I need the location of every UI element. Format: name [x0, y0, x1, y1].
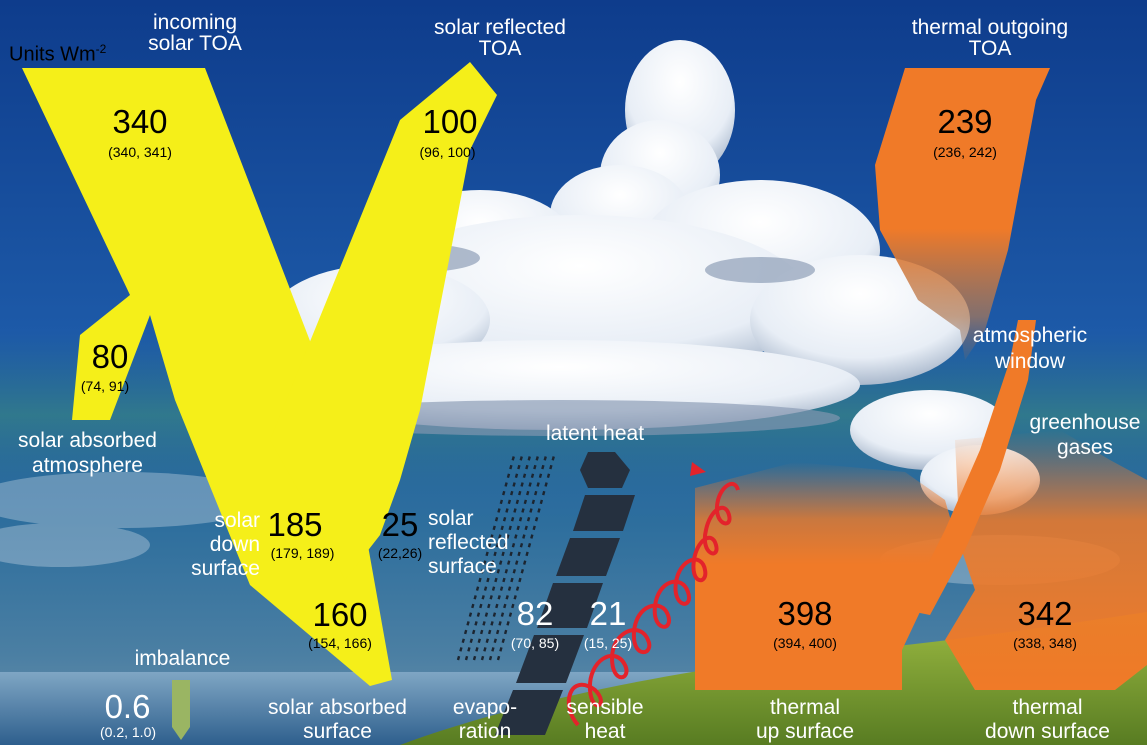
evaporation-range: (70, 85) [510, 635, 560, 651]
thermal-down-surface-value: 342 [1017, 595, 1073, 632]
solar-absorbed-surface-range: (154, 166) [308, 635, 372, 651]
solar-absorbed-atmosphere-label: solar absorbed atmosphere [18, 429, 157, 477]
solar-incoming-shaft [22, 68, 392, 686]
thermal-up-surface-label: thermal up surface [755, 696, 855, 743]
solar-reflected-toa-label: solar reflected TOA [434, 16, 566, 60]
thermal-down-surface-shaft [945, 430, 1147, 690]
incoming-solar-label: incoming solar TOA [148, 11, 242, 55]
sensible-heat-value: 21 [589, 595, 627, 632]
thermal-down-surface-range: (338, 348) [1013, 635, 1077, 651]
thermal-outgoing-toa-range: (236, 242) [933, 144, 997, 160]
solar-reflected-toa-range: (96, 100) [419, 144, 476, 160]
atmospheric-window-label: atmospheric window [972, 324, 1088, 373]
evaporation-value: 82 [516, 595, 554, 632]
thermal-outgoing-shaft [875, 68, 1050, 360]
latent-heat-label: latent heat [545, 422, 645, 445]
thermal-outgoing-toa-label: thermal outgoing TOA [911, 16, 1069, 60]
sensible-heat-range: (15, 25) [583, 635, 633, 651]
evaporation-label: evapo-ration [452, 696, 518, 743]
imbalance-range: (0.2, 1.0) [99, 724, 157, 740]
thermal-outgoing-toa-value: 239 [937, 103, 993, 140]
solar-reflected-surface-range: (22,26) [377, 545, 423, 561]
sensible-heat-label: sensible heat [566, 696, 644, 743]
solar-reflected-toa-value: 100 [422, 103, 478, 140]
incoming-solar-value: 340 [112, 103, 168, 140]
thermal-up-surface-range: (394, 400) [773, 635, 837, 651]
sensible-heat-arrowhead [690, 462, 706, 476]
solar-absorbed-atmosphere-value: 80 [91, 338, 129, 375]
imbalance-arrow [172, 680, 190, 740]
thermal-down-surface-label: thermal down surface [985, 696, 1110, 743]
solar-down-surface-value: 185 [267, 506, 323, 543]
units-label: Units Wm-2 [9, 42, 107, 66]
solar-absorbed-atmosphere-range: (74, 91) [80, 378, 130, 394]
solar-reflected-shaft [270, 62, 497, 580]
atmospheric-window-shaft [905, 320, 1036, 615]
solar-reflected-surface-value: 25 [381, 506, 419, 543]
latent-heat-blocks [495, 452, 635, 735]
imbalance-label: imbalance [134, 647, 231, 670]
imbalance-value: 0.6 [104, 688, 151, 725]
solar-down-surface-label: solar down surface [191, 509, 260, 580]
thermal-up-surface-shaft [695, 462, 958, 690]
thermal-up-surface-value: 398 [777, 595, 833, 632]
solar-down-surface-range: (179, 189) [270, 545, 335, 561]
sensible-heat-spiral [567, 481, 740, 727]
solar-absorbed-surface-label: solar absorbed surface [268, 696, 407, 743]
incoming-solar-range: (340, 341) [108, 144, 172, 160]
solar-absorbed-surface-value: 160 [312, 596, 368, 633]
greenhouse-gases-label: greenhouse gases [1029, 411, 1141, 459]
solar-reflected-surface-label: solar reflected surface [428, 507, 509, 578]
